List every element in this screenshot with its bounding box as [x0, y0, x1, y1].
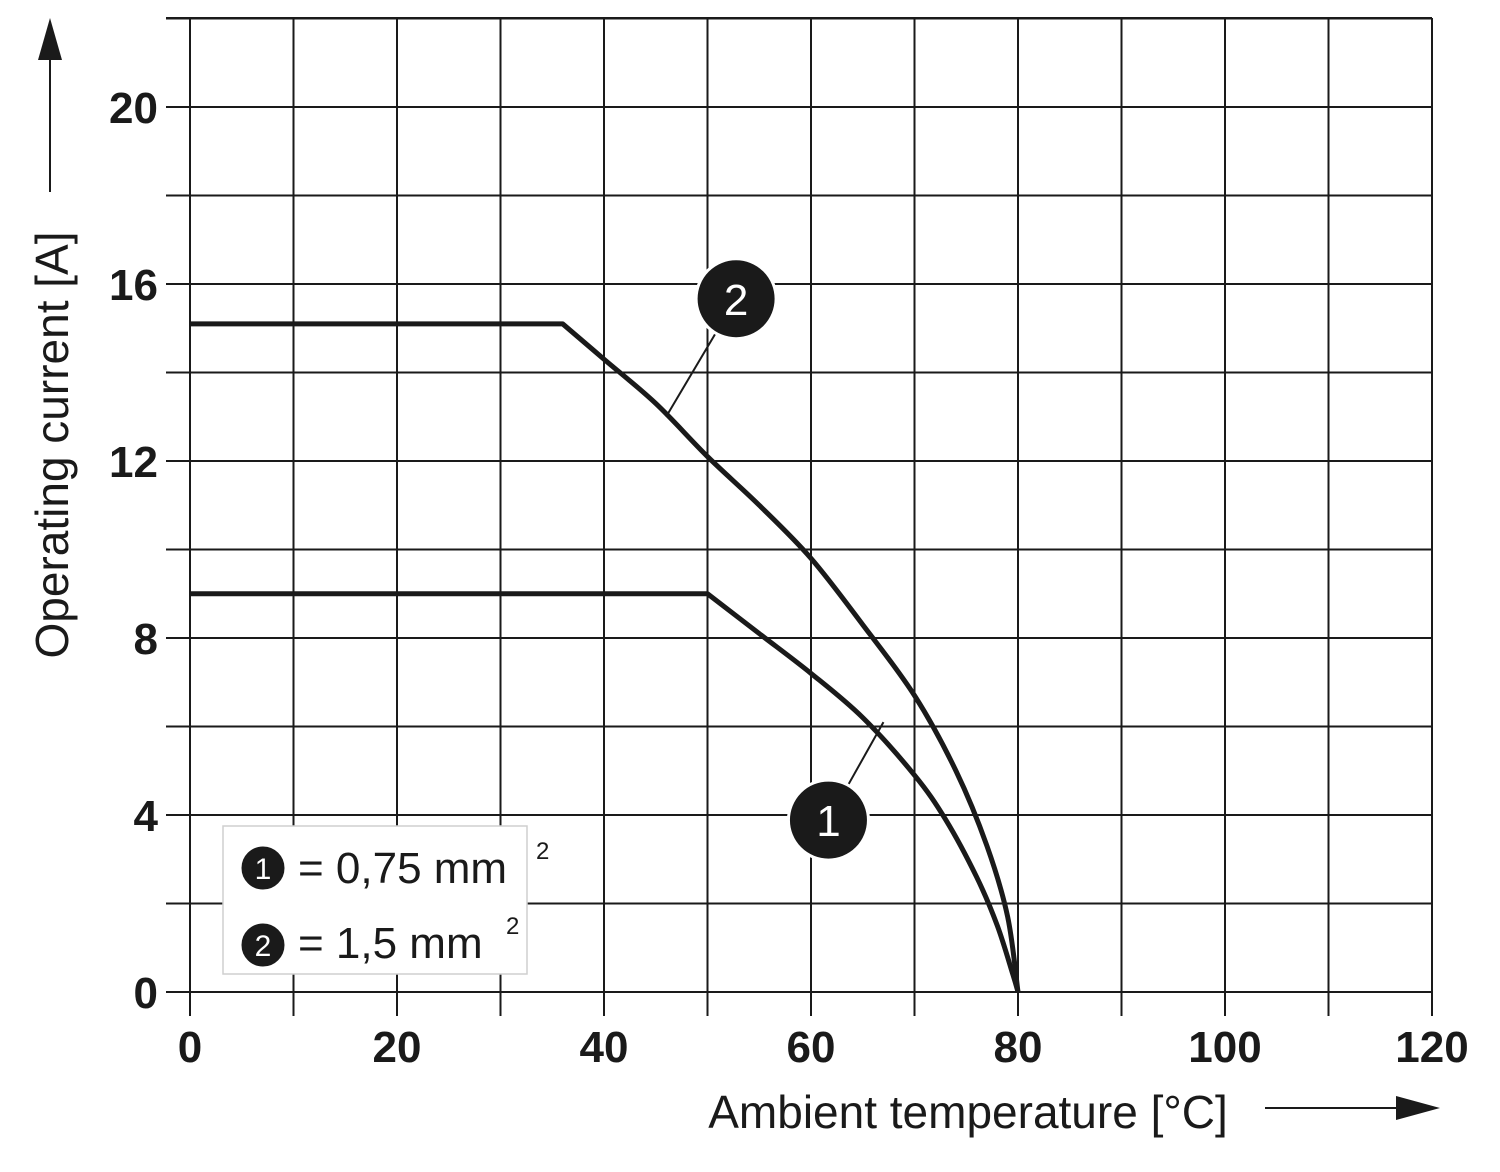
curve-marker-1-icon: [786, 778, 870, 862]
leader-line-1: [847, 721, 885, 786]
legend-entry-1-sup: 2: [536, 838, 549, 865]
x-tick-label: 0: [178, 1023, 202, 1072]
legend-entry-2: 2 = 1,5 mm 2: [238, 913, 519, 970]
y-tick-label: 0: [134, 969, 158, 1018]
series-layer: [190, 321, 1021, 993]
legend-marker-1-label: 1: [255, 853, 272, 886]
x-tick-label: 20: [373, 1023, 422, 1072]
x-axis-arrowhead: [1396, 1096, 1440, 1120]
x-tick-label: 80: [994, 1023, 1043, 1072]
y-axis-arrowhead: [38, 18, 62, 60]
legend-marker-1-icon: [238, 843, 288, 893]
legend-entry-2-sup: 2: [506, 913, 519, 940]
y-tick-label: 4: [134, 792, 159, 841]
x-tick-label: 40: [580, 1023, 629, 1072]
curve-marker-1-label: 1: [816, 797, 840, 846]
curve-marker-2-label: 2: [724, 276, 748, 325]
x-axis-title: Ambient temperature [°C]: [708, 1086, 1228, 1138]
x-axis-ticks: 0 20 40 60 80 100 120: [178, 1023, 1469, 1072]
leader-line-2: [665, 332, 717, 418]
curve-markers: 12: [665, 257, 885, 862]
legend-entry-1: 1 = 0,75 mm 2: [238, 838, 549, 893]
legend-entry-1-text: = 0,75 mm: [298, 844, 507, 893]
legend-marker-2-icon: [238, 920, 288, 970]
y-tick-label: 12: [109, 438, 158, 487]
series-line-1: [190, 591, 1021, 993]
y-tick-label: 20: [109, 84, 158, 133]
y-tick-label: 8: [134, 615, 158, 664]
series-line-2: [190, 321, 1021, 993]
y-axis-ticks: 0 4 8 12 16 20: [109, 84, 158, 1018]
y-axis-title: Operating current [A]: [26, 232, 78, 659]
x-tick-label: 100: [1188, 1023, 1261, 1072]
legend: 1 = 0,75 mm 2 2 = 1,5 mm 2: [222, 825, 549, 975]
x-tick-label: 120: [1395, 1023, 1468, 1072]
grid: [166, 17, 1433, 1016]
x-tick-label: 60: [787, 1023, 836, 1072]
curve-marker-2-icon: [694, 257, 778, 341]
legend-entry-2-text: = 1,5 mm: [298, 919, 483, 968]
legend-marker-2-label: 2: [255, 930, 272, 963]
y-tick-label: 16: [109, 261, 158, 310]
